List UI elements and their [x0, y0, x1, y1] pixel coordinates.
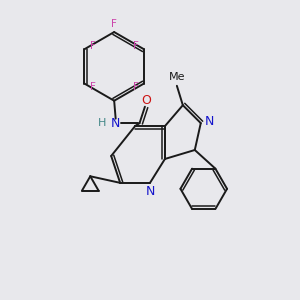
Text: F: F — [90, 82, 96, 92]
Text: F: F — [133, 82, 139, 92]
Text: N: N — [204, 115, 214, 128]
Text: Me: Me — [169, 72, 185, 82]
Text: N: N — [145, 185, 155, 198]
Text: N: N — [111, 117, 120, 130]
Text: F: F — [90, 40, 96, 51]
Text: F: F — [111, 19, 117, 29]
Text: F: F — [133, 40, 139, 51]
Text: H: H — [98, 118, 106, 128]
Text: O: O — [142, 94, 152, 106]
